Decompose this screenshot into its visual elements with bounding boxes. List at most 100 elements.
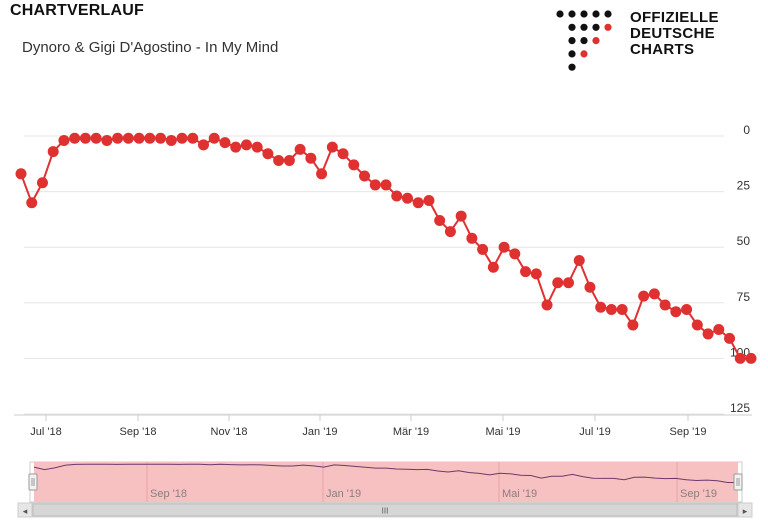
x-tick-label: Jan '19: [302, 426, 337, 438]
data-point[interactable]: [477, 243, 489, 255]
data-point[interactable]: [466, 232, 478, 244]
data-point[interactable]: [391, 190, 403, 202]
navigator-selection[interactable]: [34, 462, 738, 502]
data-point[interactable]: [101, 134, 113, 146]
data-point[interactable]: [251, 141, 263, 153]
data-point[interactable]: [670, 306, 682, 318]
data-point[interactable]: [412, 197, 424, 209]
data-point[interactable]: [337, 148, 349, 160]
data-point[interactable]: [165, 134, 177, 146]
scroll-left-button[interactable]: [17, 502, 33, 518]
navigator-label: Sep '19: [680, 488, 717, 500]
data-point[interactable]: [520, 266, 532, 278]
navigator-left-handle[interactable]: [28, 473, 38, 491]
data-point[interactable]: [530, 268, 542, 280]
data-point[interactable]: [595, 301, 607, 313]
logo-dot: [604, 10, 612, 18]
data-point[interactable]: [305, 152, 317, 164]
navigator-label: Mai '19: [502, 488, 537, 500]
data-point[interactable]: [283, 154, 295, 166]
navigator[interactable]: Sep '18 Jan '19 Mai '19 Sep '19: [28, 461, 743, 503]
data-point[interactable]: [326, 141, 338, 153]
data-point[interactable]: [713, 323, 725, 335]
data-point[interactable]: [90, 132, 102, 144]
scroll-right-button[interactable]: [737, 502, 753, 518]
data-point[interactable]: [273, 154, 285, 166]
data-point[interactable]: [262, 148, 274, 160]
data-point[interactable]: [573, 255, 585, 267]
data-point[interactable]: [681, 303, 693, 315]
data-point[interactable]: [702, 328, 714, 340]
data-point[interactable]: [380, 179, 392, 191]
y-tick-label: 50: [737, 234, 751, 248]
data-point[interactable]: [198, 139, 209, 151]
scrollbar[interactable]: ◂ III ▸: [17, 502, 753, 518]
navigator-label: Jan '19: [326, 488, 361, 500]
data-point[interactable]: [230, 141, 242, 153]
navigator-right-handle[interactable]: [733, 473, 743, 491]
data-point[interactable]: [36, 177, 48, 189]
data-point[interactable]: [79, 132, 91, 144]
data-point[interactable]: [638, 290, 650, 302]
x-axis: Jul '18 Sep '18 Nov '18 Jan '19 Mär '19 Mai '…: [14, 414, 752, 438]
data-point[interactable]: [316, 168, 328, 180]
data-point[interactable]: [509, 248, 521, 260]
data-point[interactable]: [240, 139, 252, 151]
data-point[interactable]: [487, 261, 499, 273]
data-point[interactable]: [187, 132, 199, 144]
data-point[interactable]: [552, 277, 564, 289]
logo-dot: [568, 63, 576, 71]
series-points: [15, 132, 757, 364]
logo-dot: [592, 10, 600, 18]
data-point[interactable]: [219, 137, 231, 149]
data-point[interactable]: [348, 159, 360, 171]
data-point[interactable]: [144, 132, 156, 144]
logo-dot: [592, 37, 600, 45]
data-point[interactable]: [122, 132, 134, 144]
navigator-label: Sep '18: [150, 488, 187, 500]
data-point[interactable]: [455, 210, 467, 222]
logo-dot: [568, 23, 576, 31]
data-point[interactable]: [369, 179, 381, 191]
data-point[interactable]: [444, 226, 456, 238]
data-point[interactable]: [691, 319, 703, 331]
logo-dot: [568, 50, 576, 58]
scroll-right-arrow-icon: ▸: [743, 506, 748, 516]
data-point[interactable]: [359, 170, 371, 182]
data-point[interactable]: [15, 168, 27, 180]
data-point[interactable]: [498, 241, 510, 253]
logo-dot: [568, 10, 576, 18]
data-point[interactable]: [69, 132, 81, 144]
data-point[interactable]: [208, 132, 220, 144]
data-point[interactable]: [294, 143, 306, 155]
data-point[interactable]: [659, 299, 671, 311]
grid-lines: [24, 135, 724, 415]
data-point[interactable]: [541, 299, 553, 311]
data-point[interactable]: [401, 192, 413, 204]
logo-dot: [604, 23, 612, 31]
logo-dot: [556, 10, 564, 18]
data-point[interactable]: [58, 134, 70, 146]
data-point[interactable]: [423, 194, 435, 206]
data-point[interactable]: [112, 132, 124, 144]
data-point[interactable]: [616, 303, 628, 315]
data-point[interactable]: [176, 132, 188, 144]
data-point[interactable]: [724, 332, 736, 344]
data-point[interactable]: [563, 277, 574, 289]
data-point[interactable]: [627, 319, 639, 331]
data-point[interactable]: [734, 352, 746, 364]
scrollbar-grip: III: [382, 507, 389, 516]
data-point[interactable]: [133, 132, 145, 144]
data-point[interactable]: [26, 197, 38, 209]
data-point[interactable]: [584, 281, 596, 293]
x-tick-label: Mär '19: [393, 426, 429, 438]
data-point[interactable]: [648, 288, 660, 300]
scrollbar-thumb[interactable]: [32, 503, 738, 517]
data-point[interactable]: [434, 215, 446, 227]
logo-dot: [568, 37, 576, 45]
data-point[interactable]: [745, 352, 757, 364]
data-point[interactable]: [605, 303, 617, 315]
data-point[interactable]: [155, 132, 167, 144]
data-point[interactable]: [47, 146, 59, 158]
